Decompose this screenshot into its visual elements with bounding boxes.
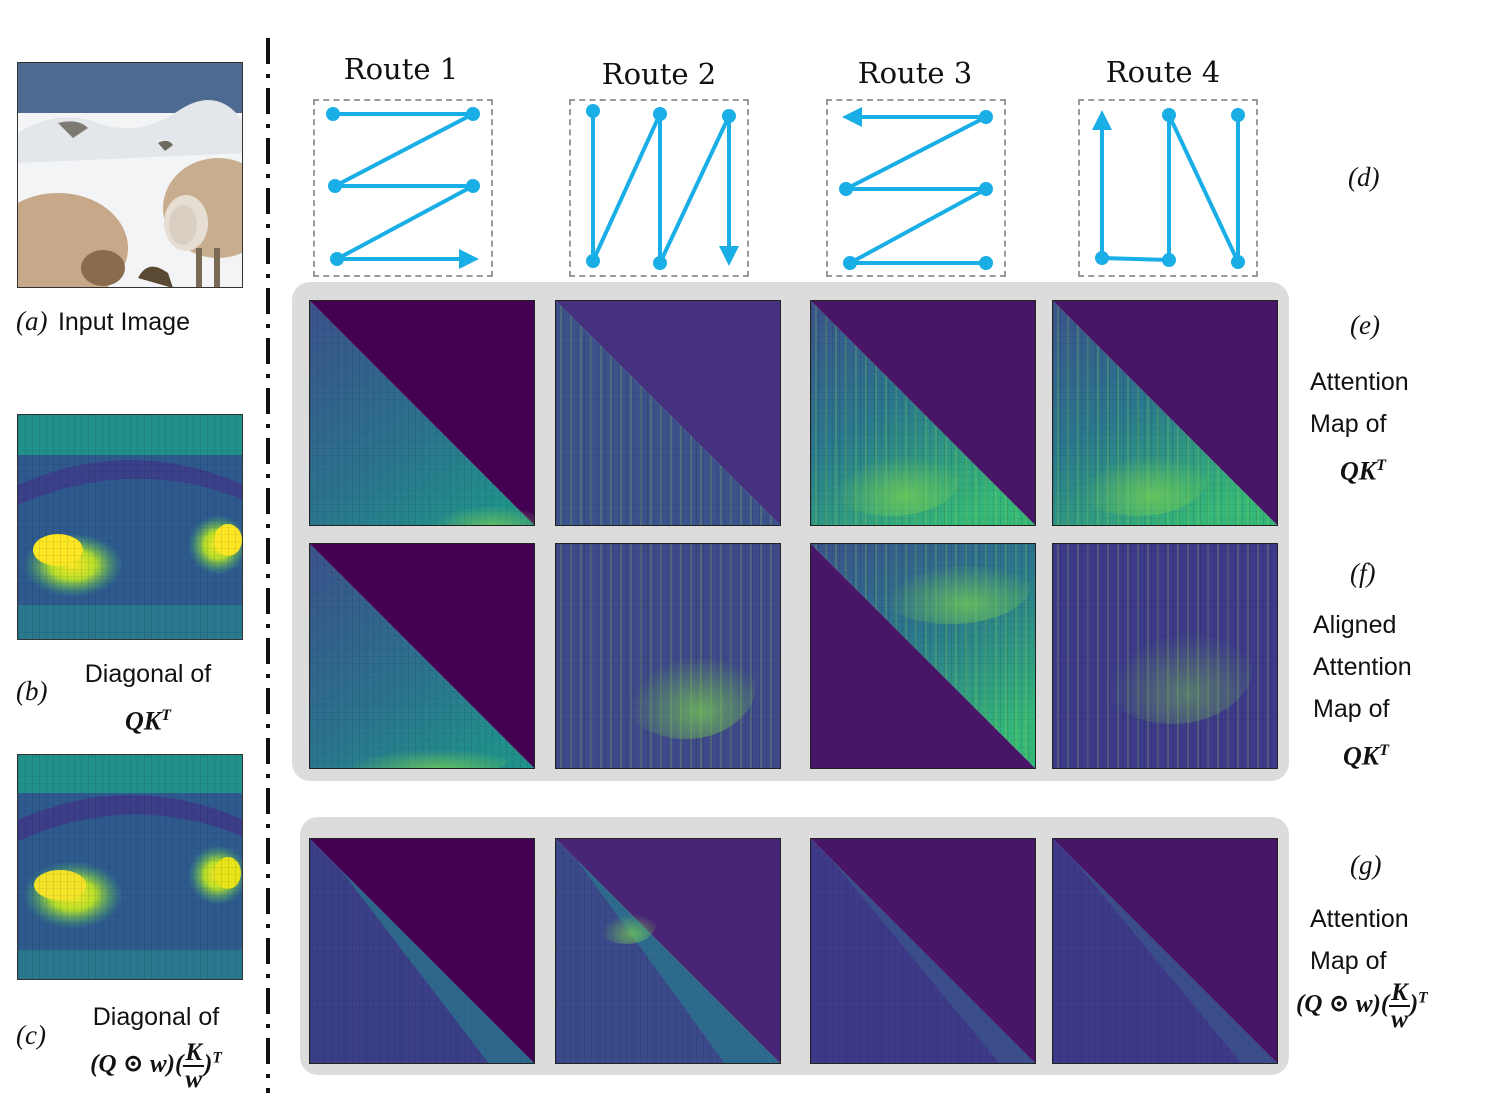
diagonal-qwk-map [17,754,243,980]
heatmap-g-route-1 [309,838,535,1064]
heatmap-e-route-1 [309,300,535,526]
input-image-caption: Input Image [57,308,190,336]
diagonal-qk-label: Diagonal of [84,660,212,688]
route-4-title: Route 4 [1105,55,1221,89]
heatmap-f-route-4 [1052,543,1278,769]
route-3-diagram [826,99,1006,277]
heatmap-g-route-3 [810,838,1036,1064]
heatmap-g-route-2 [555,838,781,1064]
tag-g: (g) [1350,850,1382,880]
separator-line [266,38,270,1093]
tag-f: (f) [1350,558,1376,588]
row-e-line2: Map of [1310,410,1387,438]
diagonal-qk-map [17,414,243,640]
tag-d: (d) [1348,162,1380,192]
route-2-title: Route 2 [601,57,717,91]
route-1-title: Route 1 [343,52,459,86]
row-g-line1: Attention [1310,905,1409,933]
row-f-line3: Map of [1313,695,1390,723]
row-e-line1: Attention [1310,368,1409,396]
heatmap-e-route-3 [810,300,1036,526]
route-1-diagram [313,99,493,277]
heatmap-f-route-2 [555,543,781,769]
tag-c: (c) [16,1020,46,1050]
diagonal-qk-math: QKT [125,706,171,736]
route-2-diagram [569,99,749,277]
tag-b: (b) [16,676,48,706]
diagonal-qwk-label: Diagonal of [92,1003,220,1031]
route-4-diagram [1078,99,1258,277]
row-f-line1: Aligned [1313,611,1397,639]
heatmap-f-route-3 [810,543,1036,769]
heatmap-f-route-1 [309,543,535,769]
tag-a: (a) [16,306,48,336]
heatmap-e-route-2 [555,300,781,526]
row-f-math: QKT [1343,741,1389,771]
heatmap-g-route-4 [1052,838,1278,1064]
row-f-line2: Attention [1313,653,1412,681]
tag-e: (e) [1350,310,1380,340]
row-e-math: QKT [1340,456,1386,486]
row-g-line2: Map of [1310,947,1387,975]
input-image [17,62,243,288]
route-3-title: Route 3 [857,56,973,90]
heatmap-e-route-4 [1052,300,1278,526]
